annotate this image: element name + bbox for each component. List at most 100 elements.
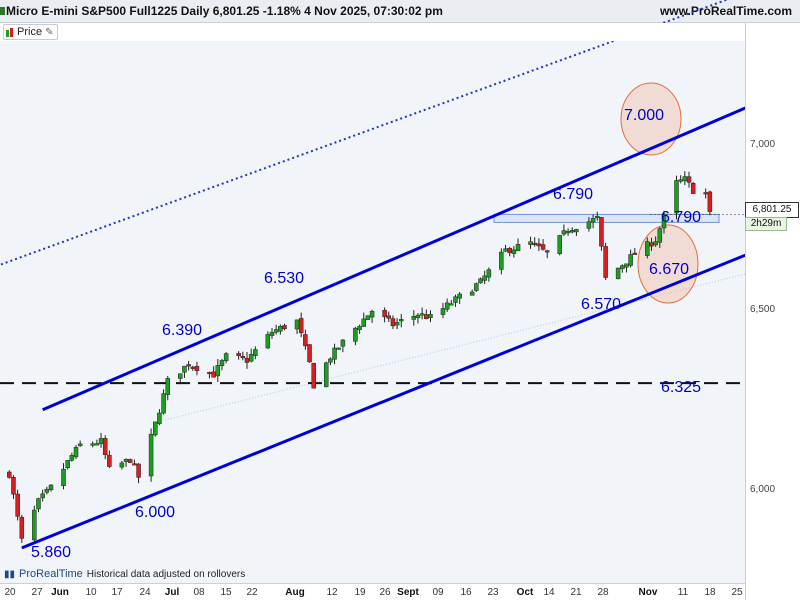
candle-body [707,191,713,212]
candle-body [474,283,479,291]
candle-body [73,447,79,458]
x-tick: Oct [516,587,534,598]
x-tick: 23 [487,587,499,598]
candle-body [586,221,592,229]
price-axis[interactable]: 7,000 6,500 6,000 [745,23,800,600]
candle-body [328,358,333,363]
annotation-label: 6.670 [649,261,690,278]
annotation-label: 6.390 [162,322,203,339]
candle-body [19,517,25,539]
annotation-label: 6.530 [264,270,305,287]
candle-body [469,291,475,296]
candle-body [311,363,316,389]
chart-header: Micro E-mini S&P500 Full1225 Daily 6,801… [0,0,800,23]
candle-body [182,365,187,373]
candle-body [565,231,571,234]
candle-body [77,443,83,447]
x-tick: 24 [139,587,151,598]
candle-body [303,334,308,347]
candle-body [394,322,400,326]
wrench-icon[interactable]: ✎ [45,26,54,38]
outer-channel-dotted-line [0,0,729,266]
lower-channel-line [21,253,745,550]
candle-body [11,477,16,495]
candle-body [499,251,504,270]
candle-body [453,296,458,303]
annotation-label: 6.790 [553,186,594,203]
y-tick: 6,500 [750,304,776,315]
candle-body [157,412,162,424]
candle-body [340,339,346,347]
candle-body [207,372,212,375]
candle-body [595,216,600,219]
candle-body [386,315,392,319]
x-tick: Jun [51,587,69,598]
footer: ▮▮ ProRealTime Historical data adjusted … [4,568,245,580]
candle-body [165,378,171,395]
candle-body [353,327,358,342]
candle-body [536,243,542,247]
brand-name: ProRealTime [19,568,83,580]
candle-body [294,319,300,330]
annotation-label: 6.570 [581,296,622,313]
x-tick: 17 [111,587,123,598]
candle-body [48,484,54,491]
candle-body [515,244,521,252]
x-tick: 11 [677,587,689,598]
candle-body [532,242,537,245]
x-tick: 27 [31,587,43,598]
candle-body [136,463,141,478]
last-price-box: 6,801.25 [745,202,799,218]
candle-body [248,354,254,362]
time-axis[interactable]: 20 27 Jun 10 17 24 Jul 08 15 22 Aug 12 19 26 Sept 09 16 2… [0,583,745,601]
candle-body [528,241,533,245]
candle-body [323,362,329,387]
x-tick: 10 [85,587,97,598]
x-tick: 26 [379,587,391,598]
x-tick: 18 [704,587,716,598]
x-tick: Aug [285,587,305,598]
chart-title: Micro E-mini S&P500 Full1225 Daily 6,801… [6,4,443,18]
x-tick: 28 [597,587,609,598]
candle-body [632,252,638,255]
candle-body [657,228,663,243]
candle-body [44,488,50,493]
candle-body [269,331,275,336]
target-circle [620,82,682,156]
candle-body [307,344,312,363]
candle-body [686,176,692,183]
candle-body [440,308,446,315]
candle-body [653,241,658,246]
rollover-note: Historical data adjusted on rollovers [86,568,246,580]
candle-body [628,254,633,266]
candle-body [7,471,12,478]
candle-body [444,302,450,310]
candle-body [690,182,696,194]
candle-body [40,493,45,499]
candle-body [253,349,258,356]
candle-body [415,314,421,319]
candle-body [123,458,129,462]
x-tick: 12 [326,587,338,598]
candle-body [244,358,250,363]
candle-body [540,244,546,250]
candle-body [574,229,579,233]
candle-body [369,310,375,318]
source-link[interactable]: www.ProRealTime.com [659,4,792,18]
candle-body [36,498,41,510]
x-tick: Jul [164,587,180,598]
candle-body [32,509,37,541]
candle-body [102,438,108,455]
annotation-label: 6.790 [661,209,702,226]
candle-body [478,278,483,284]
candle-body [399,319,404,322]
indicator-toolbar: Price ✎ [0,23,745,41]
price-indicator-button[interactable]: Price ✎ [3,24,59,40]
candle-body [570,230,575,233]
candle-body [557,235,562,254]
candle-body [620,265,625,269]
candle-body [332,347,337,360]
candle-body [428,314,433,318]
candle-body [424,314,429,319]
price-label: Price [17,26,43,38]
